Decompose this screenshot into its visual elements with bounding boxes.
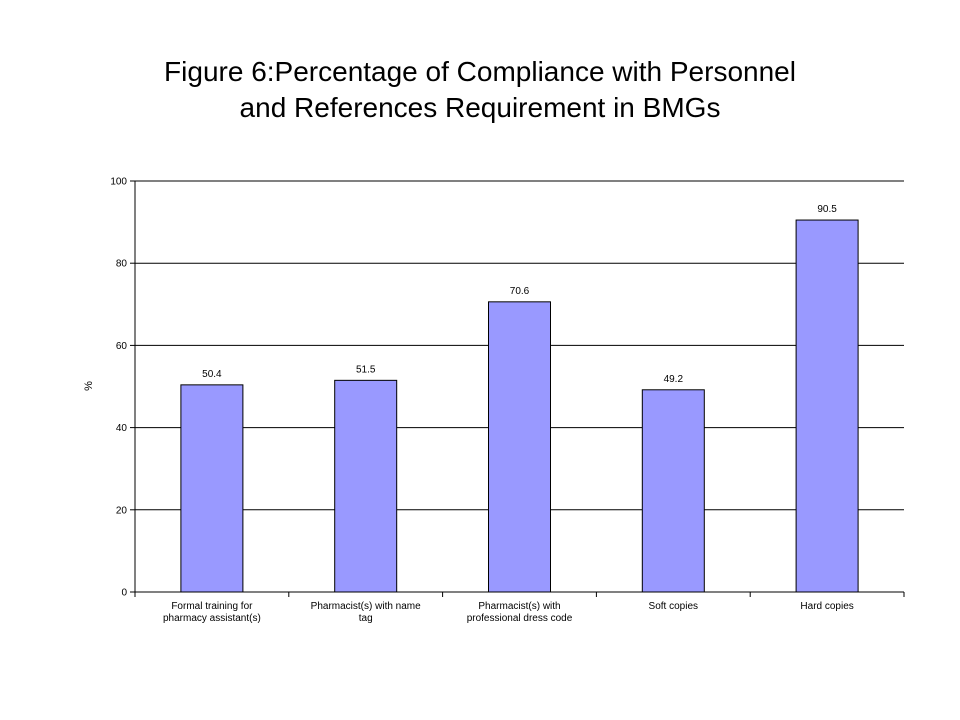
bar bbox=[488, 301, 551, 593]
y-tick-label: 40 bbox=[116, 423, 128, 434]
x-tick-label: Hard copies bbox=[800, 601, 853, 612]
data-label: 51.5 bbox=[356, 364, 376, 375]
bar bbox=[334, 379, 398, 593]
bar bbox=[180, 384, 244, 593]
chart-title-line-2: and References Requirement in BMGs bbox=[239, 92, 721, 123]
x-tick-label: professional dress code bbox=[467, 613, 573, 624]
x-tick-label: pharmacy assistant(s) bbox=[163, 613, 261, 624]
chart-title-line-1: Figure 6:Percentage of Compliance with P… bbox=[164, 56, 796, 87]
y-tick-label: 0 bbox=[121, 588, 127, 599]
x-tick-label: Pharmacist(s) with name bbox=[311, 601, 421, 612]
data-labels: 50.4 51.5 70.6 49.2 90.5 bbox=[202, 204, 837, 385]
x-tick-label: tag bbox=[359, 613, 373, 624]
axes bbox=[130, 180, 905, 597]
y-tick-label: 60 bbox=[116, 341, 128, 352]
y-axis-label: % bbox=[83, 381, 95, 391]
bars bbox=[180, 219, 859, 593]
data-label: 70.6 bbox=[510, 286, 530, 297]
x-tick-label: Pharmacist(s) with bbox=[478, 601, 560, 612]
y-tick-label: 80 bbox=[116, 259, 128, 270]
bar bbox=[641, 389, 705, 593]
data-label: 90.5 bbox=[817, 204, 837, 215]
y-tick-labels: 0 20 40 60 80 100 bbox=[110, 177, 127, 599]
data-label: 49.2 bbox=[664, 374, 684, 385]
bar bbox=[795, 219, 859, 593]
x-tick-label: Formal training for bbox=[171, 601, 253, 612]
y-tick-label: 20 bbox=[116, 505, 128, 516]
chart-title: Figure 6:Percentage of Compliance with P… bbox=[0, 54, 960, 126]
x-tick-label: Soft copies bbox=[649, 601, 698, 612]
data-label: 50.4 bbox=[202, 369, 222, 380]
y-tick-label: 100 bbox=[110, 177, 127, 188]
